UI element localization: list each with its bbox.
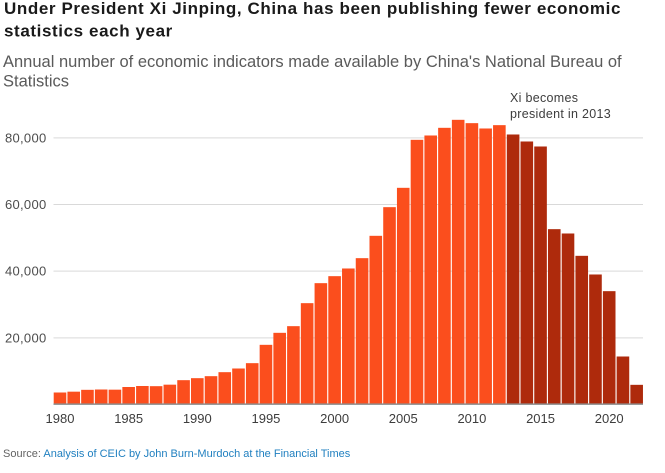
- svg-text:1995: 1995: [251, 411, 280, 426]
- svg-text:1980: 1980: [46, 411, 75, 426]
- svg-text:Xi becomes: Xi becomes: [510, 91, 578, 105]
- svg-text:2015: 2015: [526, 411, 555, 426]
- svg-text:Source: Analysis of CEIC by Jo: Source: Analysis of CEIC by John Burn-Mu…: [3, 448, 351, 460]
- svg-text:20,000: 20,000: [5, 330, 47, 345]
- svg-text:statistics each year: statistics each year: [4, 21, 173, 40]
- svg-text:80,000: 80,000: [5, 130, 47, 145]
- svg-text:Annual number of economic indi: Annual number of economic indicators mad…: [3, 53, 622, 71]
- svg-text:president in 2013: president in 2013: [510, 107, 611, 121]
- svg-text:1990: 1990: [183, 411, 212, 426]
- svg-text:2010: 2010: [457, 411, 486, 426]
- svg-text:1985: 1985: [114, 411, 143, 426]
- svg-text:2005: 2005: [389, 411, 418, 426]
- svg-text:2020: 2020: [595, 411, 624, 426]
- svg-text:40,000: 40,000: [5, 264, 47, 279]
- svg-text:Statistics: Statistics: [3, 72, 69, 90]
- svg-text:2000: 2000: [320, 411, 349, 426]
- svg-text:Under President Xi Jinping, Ch: Under President Xi Jinping, China has be…: [4, 0, 621, 18]
- svg-text:60,000: 60,000: [5, 197, 47, 212]
